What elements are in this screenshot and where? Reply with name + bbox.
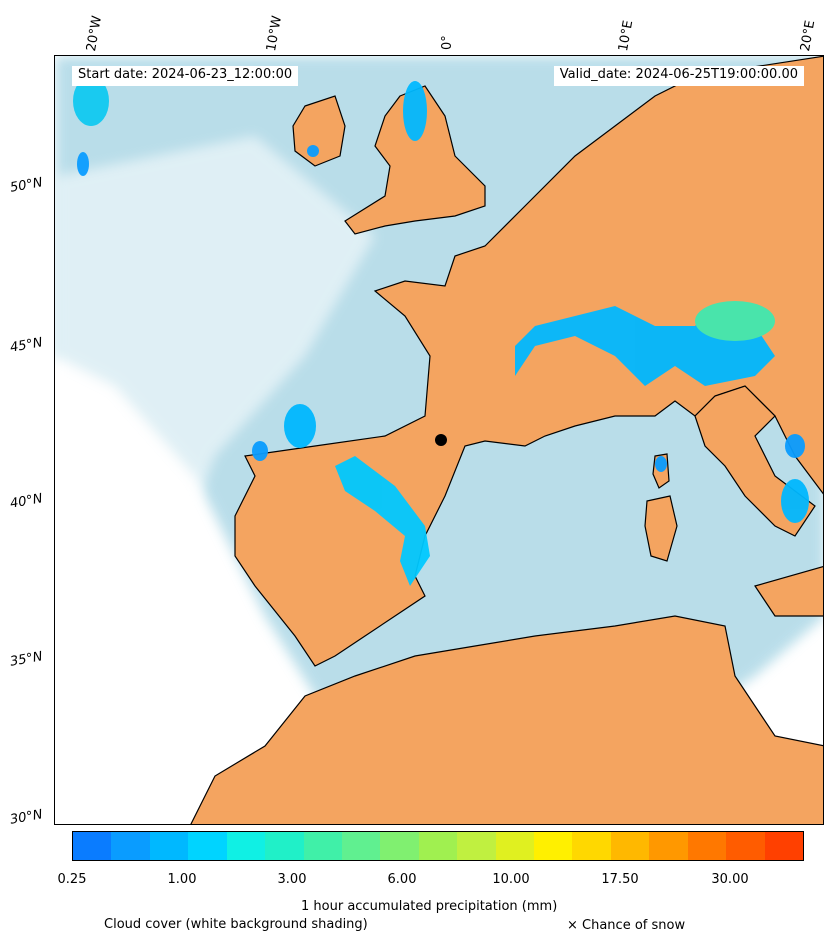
lon-label-10w: 10°W <box>264 14 286 53</box>
tick-1-00: 1.00 <box>167 872 197 887</box>
start-date-label: Start date: 2024-06-23_12:00:00 <box>72 66 299 86</box>
tick-0-25: 0.25 <box>57 872 87 887</box>
colorbar-segment <box>649 832 688 860</box>
precipitation-cells <box>73 76 809 586</box>
lat-label-50n: 50°N <box>8 175 44 196</box>
lat-label-40n: 40°N <box>8 491 44 512</box>
colorbar-segment <box>226 832 266 860</box>
colorbar-title: 1 hour accumulated precipitation (mm) <box>301 899 558 914</box>
map-panel <box>54 55 824 825</box>
lon-label-10e: 10°E <box>616 19 637 53</box>
tick-30-00: 30.00 <box>711 872 749 887</box>
colorbar-segment <box>534 832 573 860</box>
lon-label-20w: 20°W <box>84 14 106 53</box>
colorbar-segment <box>495 832 535 860</box>
colorbar-segment <box>265 832 304 860</box>
precip-colorbar <box>72 831 804 861</box>
tick-10-00: 10.00 <box>492 872 530 887</box>
cloud-cover-note: Cloud cover (white background shading) <box>104 917 368 932</box>
snow-marker <box>435 434 447 446</box>
colorbar-segment <box>457 832 496 860</box>
lat-label-35n: 35°N <box>8 649 44 670</box>
colorbar-segment <box>572 832 611 860</box>
sardinia-land <box>644 495 678 562</box>
colorbar-segment <box>149 832 189 860</box>
colorbar-segment <box>610 832 650 860</box>
lon-label-20e: 20°E <box>798 19 819 53</box>
tick-17-50: 17.50 <box>601 872 639 887</box>
colorbar-segment <box>303 832 342 860</box>
colorbar-segment <box>764 832 804 860</box>
snow-note: × Chance of snow <box>567 918 686 933</box>
lat-label-45n: 45°N <box>8 335 44 356</box>
valid-date-label: Valid_date: 2024-06-25T19:00:00.00 <box>553 66 804 86</box>
tick-6-00: 6.00 <box>387 872 417 887</box>
europe-map <box>55 56 823 824</box>
ireland-land <box>292 95 346 167</box>
north-africa-land <box>190 615 823 824</box>
colorbar-segment <box>380 832 419 860</box>
colorbar-segment <box>341 832 381 860</box>
britain-land <box>344 85 486 235</box>
colorbar-segment <box>687 832 727 860</box>
lon-label-0: 0° <box>440 35 455 50</box>
colorbar-segment <box>418 832 458 860</box>
colorbar-segment <box>726 832 765 860</box>
colorbar-segment <box>188 832 227 860</box>
colorbar-segment <box>111 832 150 860</box>
colorbar-segment <box>73 832 112 860</box>
tick-3-00: 3.00 <box>277 872 307 887</box>
lat-label-30n: 30°N <box>8 807 44 828</box>
